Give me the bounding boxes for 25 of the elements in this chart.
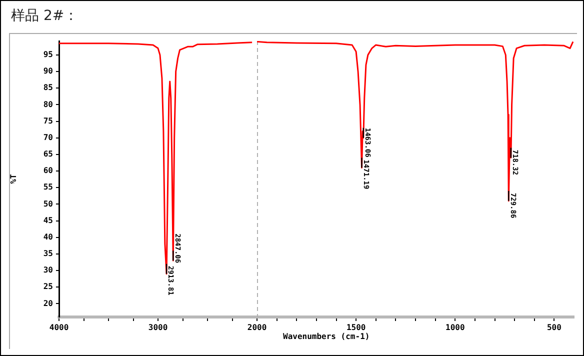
y-tick-label: 30: [43, 266, 54, 275]
y-tick-label: 35: [43, 249, 54, 258]
y-tick-label: 60: [43, 166, 54, 176]
y-tick-label: 95: [43, 50, 54, 60]
y-tick-label: 65: [43, 150, 54, 159]
x-axis-title: Wavenumbers (cm-1): [283, 332, 370, 342]
y-tick-label: 90: [43, 66, 54, 76]
x-tick-label: 4000: [49, 322, 69, 332]
y-tick-label: 55: [43, 182, 54, 192]
y-tick-label: 70: [43, 132, 54, 142]
x-tick-label: 3000: [148, 322, 168, 332]
x-tick-label: 1500: [346, 322, 366, 332]
y-tick-label: 75: [43, 116, 54, 126]
y-tick-label: 85: [43, 83, 54, 92]
y-tick-label: 40: [43, 232, 54, 242]
y-tick-label: 45: [43, 216, 54, 225]
x-tick-label: 2000: [247, 322, 267, 332]
x-tick-label: 1000: [445, 322, 465, 332]
y-tick-label: 80: [43, 100, 54, 109]
y-tick-label: 20: [43, 298, 54, 308]
y-tick-label: 25: [43, 282, 54, 292]
chart-title: 样品 2#：: [11, 7, 78, 25]
x-tick-label: 500: [546, 322, 562, 332]
y-axis-title: %T: [8, 174, 18, 184]
y-tick-label: 50: [43, 199, 54, 208]
